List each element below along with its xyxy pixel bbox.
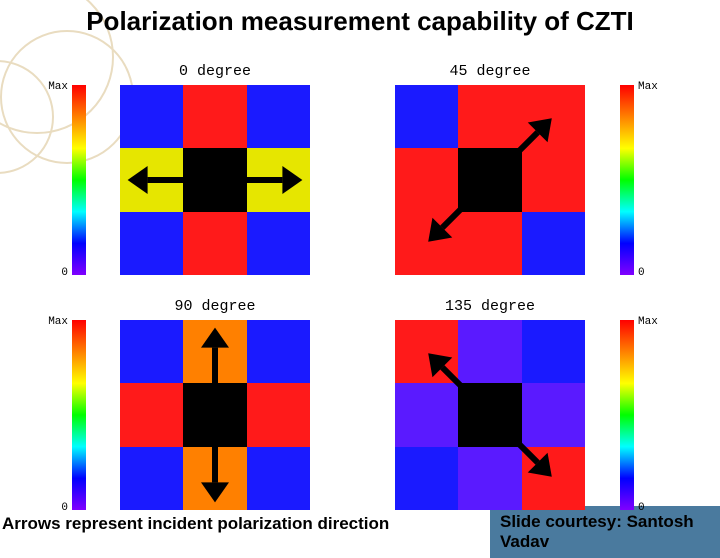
polarization-arrow xyxy=(395,85,585,275)
panel-label: 45 degree xyxy=(395,63,585,80)
panel-label: 0 degree xyxy=(120,63,310,80)
panel-label: 135 degree xyxy=(395,298,585,315)
polarization-arrow xyxy=(395,320,585,510)
panel-label: 90 degree xyxy=(120,298,310,315)
slide-credit: Slide courtesy: Santosh Vadav xyxy=(490,506,720,558)
polarization-arrow xyxy=(120,85,310,275)
polarization-panel-p90: 90 degree xyxy=(120,320,310,510)
colorbar: Max0 xyxy=(620,320,634,510)
polarization-panel-p135: 135 degree xyxy=(395,320,585,510)
slide-title: Polarization measurement capability of C… xyxy=(0,6,720,37)
colorbar: Max0 xyxy=(72,320,86,510)
arrows-caption: Arrows represent incident polarization d… xyxy=(2,514,389,534)
colorbar: Max0 xyxy=(620,85,634,275)
polarization-panel-p0: 0 degree xyxy=(120,85,310,275)
colorbar: Max0 xyxy=(72,85,86,275)
polarization-panel-p45: 45 degree xyxy=(395,85,585,275)
polarization-arrow xyxy=(120,320,310,510)
